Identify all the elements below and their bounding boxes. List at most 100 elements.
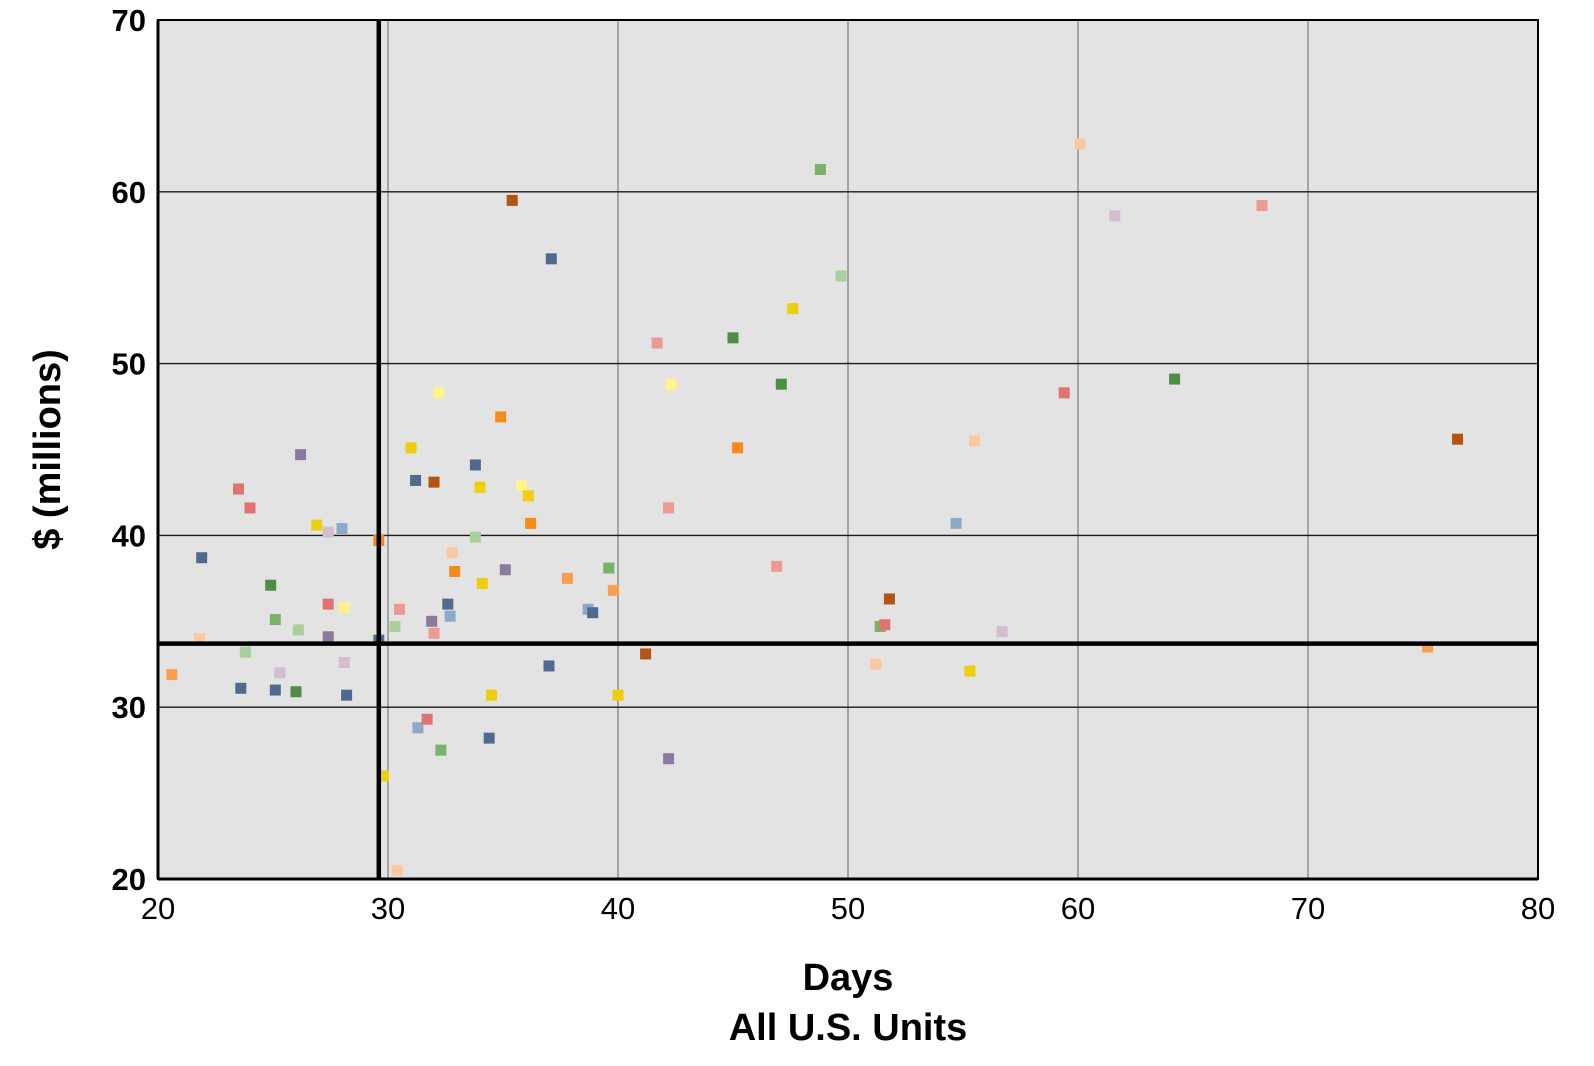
data-point [879,619,891,631]
data-point [1422,641,1434,653]
data-point [883,593,895,605]
x-tick-label: 60 [1061,891,1095,926]
data-point [1074,138,1086,150]
x-axis-subtitle: All U.S. Units [729,1007,968,1049]
data-points [166,138,1463,876]
data-point [732,442,744,454]
data-point [410,474,422,486]
data-point [412,722,424,734]
data-point [587,607,599,619]
y-tick-label: 20 [112,862,146,897]
data-point [469,531,481,543]
data-point [421,713,433,725]
data-point [292,624,304,636]
data-point [506,194,518,206]
data-point [274,667,286,679]
data-point [233,483,244,495]
data-point [1058,387,1070,399]
data-point [525,517,537,529]
y-tick-label: 60 [112,175,146,210]
data-point [269,684,281,696]
data-point [476,578,488,590]
data-point [166,669,178,681]
tick-labels: 20 30 40 50 60 70 80 20 30 40 50 60 70 [112,3,1556,926]
data-point [474,481,486,493]
data-point [665,378,677,390]
data-point [835,270,847,282]
data-point [341,689,353,701]
data-point [996,626,1008,638]
data-point [193,632,205,644]
data-point [561,572,573,584]
data-point [814,163,826,175]
data-point [483,732,495,744]
data-point [295,449,307,461]
data-point [870,658,882,670]
data-point [469,459,481,471]
data-point [640,648,652,660]
reference-lines [158,20,1538,879]
data-point [394,603,405,615]
data-point [449,565,461,577]
data-point [239,646,251,658]
data-point [543,660,555,672]
data-point [1169,373,1181,385]
data-point [311,519,323,531]
data-point [235,682,247,694]
data-point [435,744,447,756]
gridlines [158,20,1538,879]
data-point [426,615,438,627]
data-point [950,517,962,529]
data-point [290,686,302,698]
data-point [545,253,557,265]
data-point [663,753,675,765]
data-point [787,303,799,315]
data-point [1256,200,1268,212]
data-point [446,547,458,559]
data-point [389,620,401,632]
x-tick-label: 80 [1521,891,1555,926]
data-point [495,411,507,423]
data-point [969,435,980,447]
data-point [336,523,348,535]
data-point [444,610,456,622]
data-point [663,502,675,514]
data-point [775,378,787,390]
data-point [377,770,389,782]
data-point [322,526,334,538]
data-point [522,490,534,502]
data-point [1452,433,1463,445]
data-point [603,562,615,574]
data-point [1109,210,1121,222]
data-point [428,627,440,639]
data-point [433,387,445,399]
data-point [269,614,281,626]
x-tick-label: 30 [371,891,405,926]
x-tick-label: 50 [831,891,865,926]
data-point [338,602,350,614]
y-axis-title: $ (millions) [27,349,69,550]
data-point [964,665,976,677]
x-axis-title: Days [803,957,894,999]
data-point [322,631,334,643]
axes [156,19,1539,881]
data-point [428,476,440,488]
data-point [612,689,624,701]
data-point [499,564,511,576]
data-point [196,552,208,564]
data-point [322,598,334,610]
y-tick-label: 40 [112,518,146,553]
data-point [651,337,663,349]
x-tick-label: 20 [141,891,175,926]
data-point [391,864,403,876]
data-point [442,598,454,610]
x-tick-label: 70 [1291,891,1325,926]
data-point [771,560,783,572]
data-point [727,332,739,344]
data-point [486,689,497,701]
y-tick-label: 70 [112,3,146,38]
x-tick-label: 40 [601,891,635,926]
data-point [405,442,417,454]
